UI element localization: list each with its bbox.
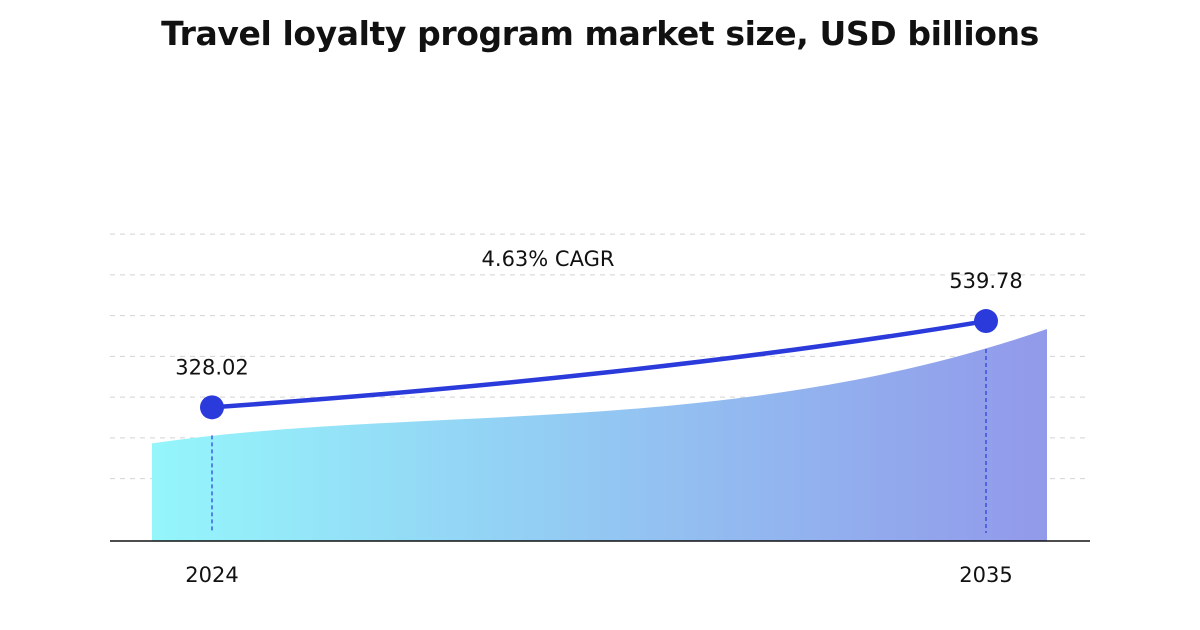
- x-tick-label: 2035: [959, 563, 1012, 587]
- data-label: 328.02: [175, 355, 248, 379]
- series-line: [209, 318, 989, 410]
- area-fill: [152, 329, 1047, 541]
- chart-marks: 328.02 539.78 2024 2035 4.63% CAGR: [175, 247, 1022, 587]
- data-point-marker: [974, 309, 998, 334]
- data-point-marker: [200, 395, 224, 420]
- x-tick-label: 2024: [185, 563, 238, 587]
- data-label: 539.78: [949, 269, 1022, 293]
- cagr-annotation: 4.63% CAGR: [482, 247, 615, 271]
- chart-title: Travel loyalty program market size, USD …: [161, 14, 1039, 53]
